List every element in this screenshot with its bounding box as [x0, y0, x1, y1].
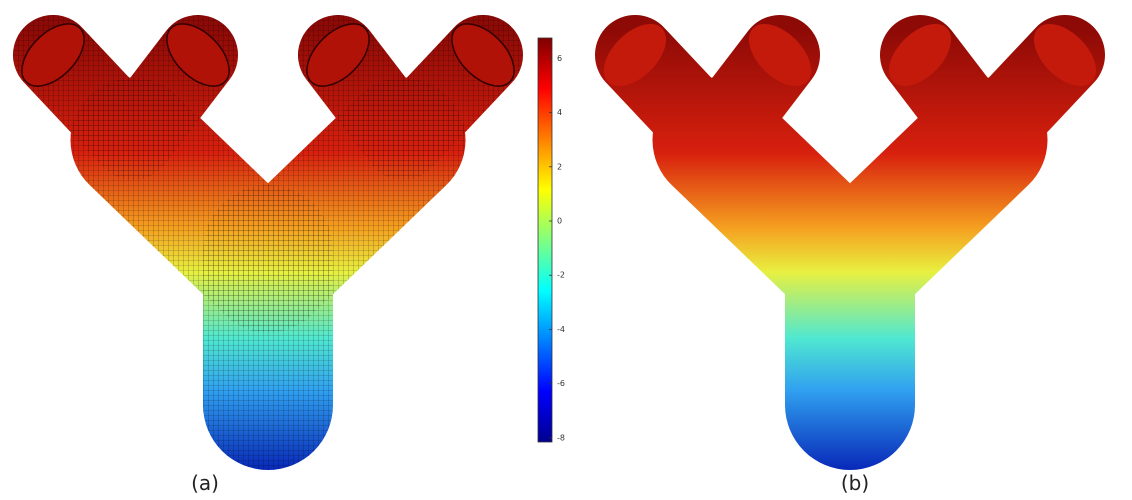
colorbar [538, 38, 552, 442]
figure: 6 4 2 0 -2 -4 -6 -8 (a) (b) [0, 0, 1132, 500]
panel-a [11, 13, 526, 405]
tick-label: 4 [557, 108, 562, 117]
panel-b [593, 13, 1108, 405]
tick-label: -8 [557, 433, 565, 442]
panel-label: (a) [191, 471, 219, 495]
tick-label: 0 [557, 217, 562, 226]
tick-label: -6 [557, 379, 565, 388]
tick-label: 6 [557, 54, 562, 63]
tick-label: -2 [557, 271, 565, 280]
panel-label: (b) [841, 471, 869, 495]
tick-label: -4 [557, 325, 565, 334]
tick-label: 2 [557, 162, 562, 171]
